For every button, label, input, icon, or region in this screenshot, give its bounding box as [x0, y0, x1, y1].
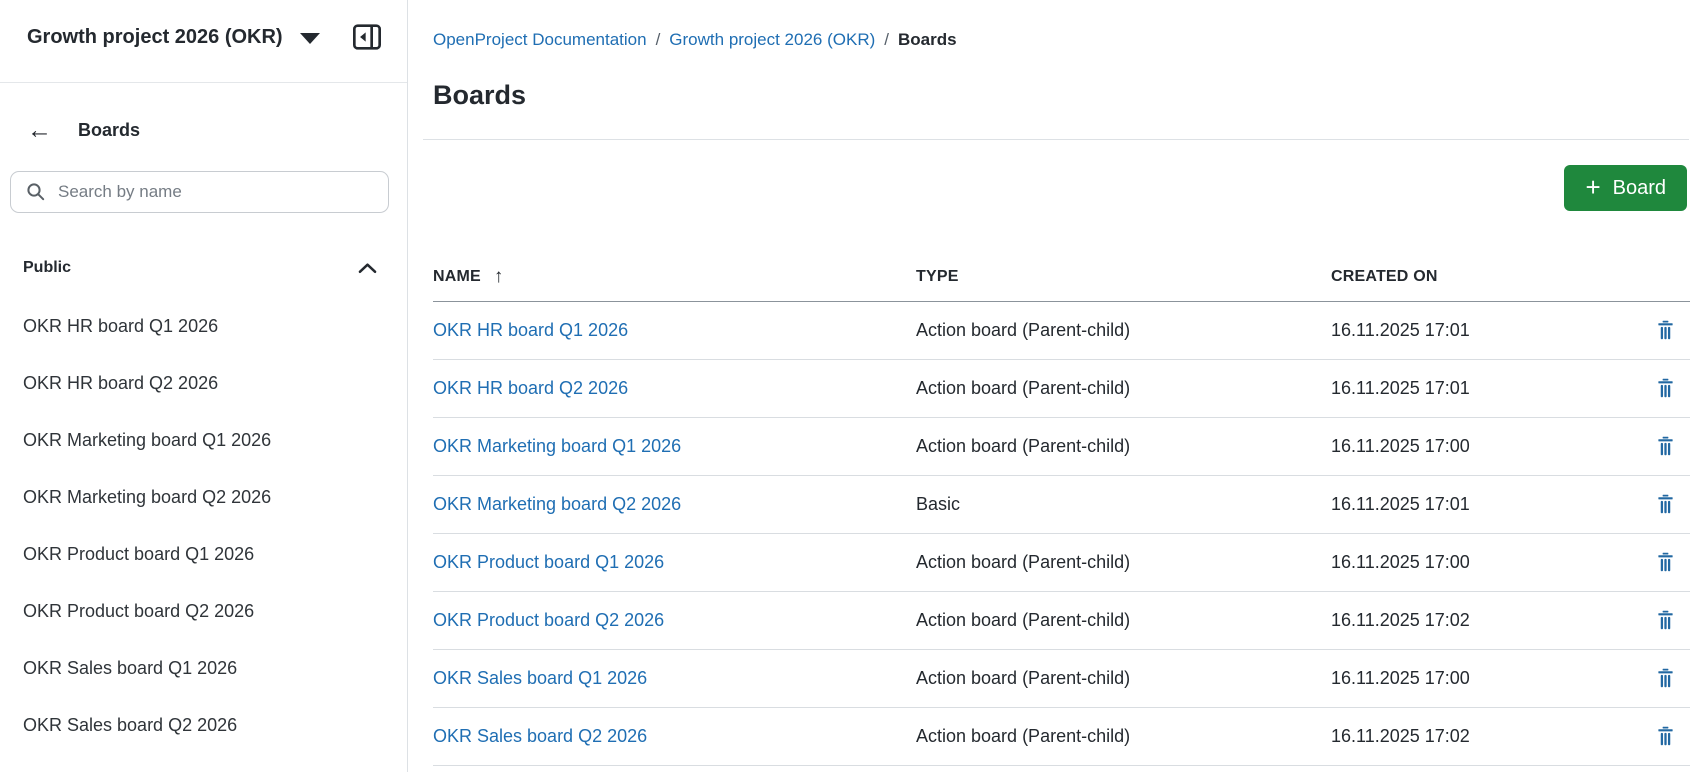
board-created-on: 16.11.2025 17:00 [1331, 552, 1470, 572]
breadcrumb-current: Boards [898, 30, 957, 49]
board-created-on: 16.11.2025 17:00 [1331, 668, 1470, 688]
table-row: OKR Marketing board Q2 2026 Basic 16.11.… [433, 476, 1690, 534]
sidebar-header: Growth project 2026 (OKR) [0, 0, 407, 83]
trash-icon [1658, 726, 1673, 746]
board-link[interactable]: OKR Marketing board Q1 2026 [433, 436, 682, 456]
section-header-public[interactable]: Public [0, 252, 407, 284]
board-link[interactable]: OKR HR board Q1 2026 [433, 320, 629, 340]
chevron-up-icon [358, 263, 377, 274]
collapse-sidebar-icon [353, 24, 381, 50]
breadcrumb-separator: / [884, 30, 889, 49]
project-selector[interactable]: Growth project 2026 (OKR) [27, 20, 320, 54]
board-link[interactable]: OKR Sales board Q1 2026 [433, 668, 648, 688]
board-type: Basic [916, 494, 961, 514]
sidebar-item-board[interactable]: OKR Marketing board Q2 2026 [23, 487, 272, 507]
section-label: Public [23, 259, 72, 276]
sidebar-item-board[interactable]: OKR Sales board Q2 2026 [23, 715, 238, 735]
sidebar-item-board[interactable]: OKR Product board Q2 2026 [23, 601, 255, 621]
sidebar-module-title: Boards [78, 119, 141, 140]
board-type: Action board (Parent-child) [916, 436, 1131, 456]
delete-board-button[interactable] [1654, 434, 1677, 459]
sidebar-item-board[interactable]: OKR Product board Q1 2026 [23, 544, 255, 564]
delete-board-button[interactable] [1654, 318, 1677, 343]
table-header-row: NAME ↑ TYPE CREATED ON [433, 253, 1690, 302]
delete-board-button[interactable] [1654, 550, 1677, 575]
add-board-label: Board [1612, 176, 1666, 199]
project-title: Growth project 2026 (OKR) [27, 25, 283, 48]
search-box [10, 171, 389, 213]
trash-icon [1658, 668, 1673, 688]
delete-board-button[interactable] [1654, 376, 1677, 401]
board-type: Action board (Parent-child) [916, 668, 1131, 688]
plus-icon: + [1585, 172, 1601, 202]
project-sidebar: Growth project 2026 (OKR) ← Boards Publi… [0, 0, 408, 772]
table-row: OKR Marketing board Q1 2026 Action board… [433, 418, 1690, 476]
breadcrumb-link-project[interactable]: Growth project 2026 (OKR) [669, 30, 876, 49]
table-row: OKR Sales board Q2 2026 Action board (Pa… [433, 708, 1690, 766]
sidebar-item-board[interactable]: OKR HR board Q1 2026 [23, 316, 219, 336]
arrow-left-icon: ← [27, 115, 52, 144]
column-header-type[interactable]: TYPE [916, 268, 959, 285]
sidebar-board-list: OKR HR board Q1 2026 OKR HR board Q2 202… [0, 298, 407, 754]
title-divider [423, 139, 1689, 140]
sidebar-item-board[interactable]: OKR Sales board Q1 2026 [23, 658, 238, 678]
board-created-on: 16.11.2025 17:02 [1331, 610, 1470, 630]
board-created-on: 16.11.2025 17:00 [1331, 436, 1470, 456]
collapse-sidebar-button[interactable] [351, 21, 383, 53]
delete-board-button[interactable] [1654, 608, 1677, 633]
sidebar-item-board[interactable]: OKR Marketing board Q1 2026 [23, 430, 272, 450]
sidebar-item-board[interactable]: OKR HR board Q2 2026 [23, 373, 219, 393]
board-link[interactable]: OKR Product board Q2 2026 [433, 610, 665, 630]
breadcrumb: OpenProject Documentation / Growth proje… [433, 26, 957, 54]
table-row: OKR HR board Q1 2026 Action board (Paren… [433, 302, 1690, 360]
column-header-name[interactable]: NAME ↑ [433, 266, 916, 288]
trash-icon [1658, 320, 1673, 340]
search-input[interactable] [58, 182, 388, 202]
sort-ascending-icon: ↑ [493, 266, 504, 287]
breadcrumb-separator: / [655, 30, 661, 49]
search-icon [27, 183, 45, 201]
board-type: Action board (Parent-child) [916, 726, 1131, 746]
column-header-created[interactable]: CREATED ON [1331, 268, 1438, 285]
board-created-on: 16.11.2025 17:01 [1331, 494, 1470, 514]
table-row: OKR Sales board Q1 2026 Action board (Pa… [433, 650, 1690, 708]
sidebar-module-header: ← Boards [27, 114, 397, 146]
board-created-on: 16.11.2025 17:01 [1331, 378, 1470, 398]
delete-board-button[interactable] [1654, 666, 1677, 691]
board-link[interactable]: OKR Product board Q1 2026 [433, 552, 665, 572]
trash-icon [1658, 610, 1673, 630]
boards-table: NAME ↑ TYPE CREATED ON OKR HR board Q1 2… [433, 253, 1690, 766]
table-row: OKR Product board Q1 2026 Action board (… [433, 534, 1690, 592]
add-board-button[interactable]: + Board [1564, 165, 1687, 211]
delete-board-button[interactable] [1654, 492, 1677, 517]
board-link[interactable]: OKR Marketing board Q2 2026 [433, 494, 682, 514]
trash-icon [1658, 378, 1673, 398]
board-created-on: 16.11.2025 17:02 [1331, 726, 1470, 746]
table-row: OKR Product board Q2 2026 Action board (… [433, 592, 1690, 650]
column-header-name-label: NAME [433, 268, 481, 285]
chevron-down-icon [299, 33, 320, 44]
page-title: Boards [433, 80, 527, 110]
board-type: Action board (Parent-child) [916, 552, 1131, 572]
trash-icon [1658, 494, 1673, 514]
board-type: Action board (Parent-child) [916, 378, 1131, 398]
main-content: OpenProject Documentation / Growth proje… [409, 0, 1696, 772]
table-row: OKR HR board Q2 2026 Action board (Paren… [433, 360, 1690, 418]
trash-icon [1658, 552, 1673, 572]
back-button[interactable]: ← [27, 115, 52, 144]
board-link[interactable]: OKR Sales board Q2 2026 [433, 726, 648, 746]
breadcrumb-link-root[interactable]: OpenProject Documentation [433, 30, 647, 49]
delete-board-button[interactable] [1654, 724, 1677, 749]
board-created-on: 16.11.2025 17:01 [1331, 320, 1470, 340]
board-type: Action board (Parent-child) [916, 320, 1131, 340]
trash-icon [1658, 436, 1673, 456]
board-link[interactable]: OKR HR board Q2 2026 [433, 378, 629, 398]
board-type: Action board (Parent-child) [916, 610, 1131, 630]
